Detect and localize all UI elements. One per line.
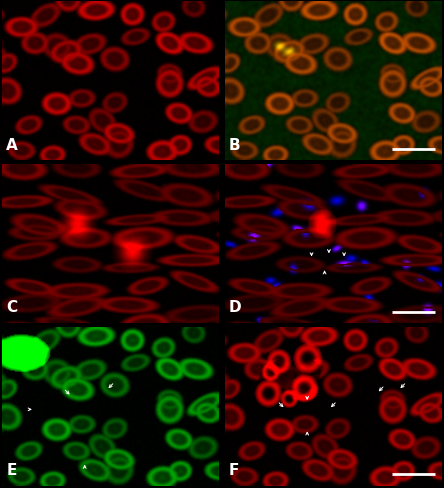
Text: D: D [229, 300, 242, 315]
Text: E: E [6, 462, 17, 477]
Text: C: C [6, 300, 17, 315]
Text: A: A [6, 138, 18, 152]
Text: F: F [229, 462, 239, 477]
Text: B: B [229, 138, 241, 152]
